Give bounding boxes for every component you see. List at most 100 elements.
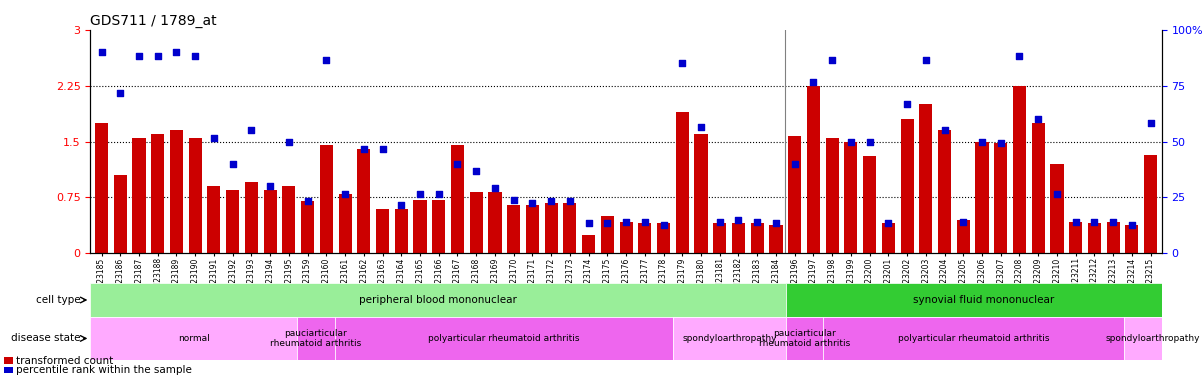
Bar	[95, 123, 108, 253]
Point	[860, 139, 879, 145]
Point	[766, 220, 785, 226]
Bar	[1050, 164, 1063, 253]
Bar	[1144, 155, 1157, 253]
Bar	[1088, 224, 1100, 253]
Bar	[638, 224, 651, 253]
Point	[92, 50, 111, 55]
Point	[523, 200, 542, 206]
Bar	[881, 224, 895, 253]
Point	[673, 60, 692, 66]
Text: normal: normal	[178, 334, 209, 343]
Point	[504, 196, 524, 202]
Point	[542, 198, 561, 204]
Text: polyarticular rheumatoid arthritis: polyarticular rheumatoid arthritis	[429, 334, 579, 343]
Point	[260, 183, 279, 189]
Bar	[507, 205, 520, 253]
Point	[223, 161, 242, 167]
Point	[822, 57, 842, 63]
Point	[748, 219, 767, 225]
Bar	[1126, 225, 1139, 253]
Text: spondyloarthropathy: spondyloarthropathy	[1105, 334, 1199, 343]
Text: synovial fluid mononuclear: synovial fluid mononuclear	[913, 295, 1054, 305]
Bar	[695, 134, 708, 253]
Point	[485, 184, 504, 190]
Text: transformed count: transformed count	[16, 356, 113, 366]
Point	[242, 128, 261, 134]
Bar	[789, 136, 801, 253]
Point	[1085, 219, 1104, 225]
Point	[691, 124, 710, 130]
Point	[636, 219, 655, 225]
Text: pauciarticular
rheumatoid arthritis: pauciarticular rheumatoid arthritis	[270, 329, 361, 348]
Bar	[338, 194, 352, 253]
Bar	[376, 209, 389, 253]
Bar	[264, 190, 277, 253]
Bar	[938, 130, 951, 253]
Point	[354, 146, 373, 152]
Point	[1122, 222, 1141, 228]
Bar	[995, 143, 1008, 253]
Bar	[282, 186, 295, 253]
Point	[317, 57, 336, 63]
Point	[205, 135, 224, 141]
Point	[429, 190, 448, 196]
Bar	[301, 201, 314, 253]
Bar	[452, 145, 464, 253]
Bar	[432, 200, 445, 253]
Bar	[1069, 222, 1082, 253]
Text: cell type: cell type	[36, 295, 81, 305]
Point	[954, 219, 973, 225]
Bar	[4, 357, 12, 364]
Point	[654, 222, 673, 228]
Point	[1104, 219, 1123, 225]
Point	[1141, 120, 1161, 126]
Bar	[470, 192, 483, 253]
Point	[167, 50, 187, 55]
Bar	[713, 224, 726, 253]
Point	[1010, 53, 1029, 59]
Bar	[395, 209, 408, 253]
Bar	[170, 130, 183, 253]
Point	[185, 53, 205, 59]
Text: peripheral blood mononuclear: peripheral blood mononuclear	[359, 295, 517, 305]
Point	[936, 128, 955, 134]
Point	[879, 220, 898, 226]
FancyBboxPatch shape	[297, 317, 335, 360]
Bar	[675, 112, 689, 253]
Point	[297, 198, 317, 204]
Point	[148, 53, 167, 59]
Point	[897, 101, 916, 107]
FancyBboxPatch shape	[824, 317, 1125, 360]
Point	[1047, 190, 1067, 196]
FancyBboxPatch shape	[90, 317, 297, 360]
Point	[579, 220, 598, 226]
Bar	[320, 145, 332, 253]
Text: spondyloarthropathy: spondyloarthropathy	[683, 334, 777, 343]
FancyBboxPatch shape	[335, 317, 673, 360]
Point	[373, 146, 393, 152]
Bar	[113, 175, 126, 253]
Bar	[413, 200, 426, 253]
Bar	[657, 224, 671, 253]
Point	[973, 139, 992, 145]
FancyBboxPatch shape	[90, 283, 786, 317]
Text: polyarticular rheumatoid arthritis: polyarticular rheumatoid arthritis	[898, 334, 1050, 343]
Bar	[732, 224, 745, 253]
Text: pauciarticular
rheumatoid arthritis: pauciarticular rheumatoid arthritis	[759, 329, 850, 348]
Bar	[544, 202, 557, 253]
Bar	[1032, 123, 1045, 253]
Bar	[226, 190, 240, 253]
Point	[728, 217, 748, 223]
Point	[991, 140, 1010, 146]
Point	[916, 57, 936, 63]
Bar	[957, 220, 970, 253]
Point	[1028, 116, 1047, 122]
FancyBboxPatch shape	[1125, 317, 1181, 360]
Point	[129, 53, 148, 59]
Point	[391, 202, 411, 208]
Text: percentile rank within the sample: percentile rank within the sample	[16, 365, 193, 375]
Bar	[132, 138, 146, 253]
Point	[279, 139, 299, 145]
Bar	[901, 119, 914, 253]
Bar	[152, 134, 164, 253]
